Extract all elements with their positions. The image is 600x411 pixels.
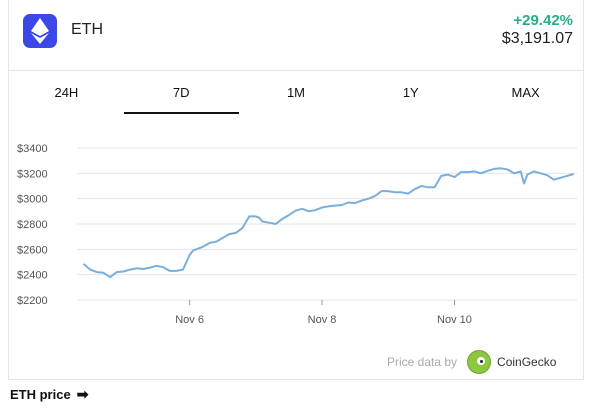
footer-label: ETH price — [10, 387, 71, 402]
x-tick-label: Nov 8 — [308, 314, 337, 326]
ethereum-logo-icon — [23, 14, 57, 48]
tab-1y[interactable]: 1Y — [402, 85, 419, 100]
arrow-right-icon: ➡ — [76, 386, 89, 402]
x-tick-label: Nov 10 — [437, 314, 472, 326]
y-tick-label: $2800 — [17, 219, 48, 231]
time-range-tabs: 24H 7D 1M 1Y MAX — [9, 70, 583, 116]
y-tick-label: $3400 — [17, 143, 48, 155]
tab-max[interactable]: MAX — [511, 85, 540, 100]
y-tick-label: $2200 — [17, 295, 48, 307]
y-tick-label: $3200 — [17, 168, 48, 180]
price-change: +29.42% — [513, 12, 573, 29]
tab-24h[interactable]: 24H — [54, 85, 79, 100]
price-series-line — [82, 167, 574, 279]
price-chart: $3400 $3200 $3000 $2800 $2600 $2400 $2200 Nov 6… — [17, 143, 577, 326]
y-tick-label: $2400 — [17, 270, 48, 282]
credit-provider[interactable]: CoinGecko — [497, 355, 557, 369]
price-data-credit: Price data by CoinGecko — [387, 350, 556, 374]
eth-price-link[interactable]: ETH price ➡ — [10, 386, 88, 403]
credit-label: Price data by — [387, 355, 458, 369]
tab-1m[interactable]: 1M — [286, 85, 306, 100]
y-tick-label: $3000 — [17, 194, 48, 206]
coingecko-logo-icon — [467, 350, 492, 374]
y-tick-label: $2600 — [17, 244, 48, 256]
tab-7d[interactable]: 7D — [123, 70, 239, 116]
x-tick-label: Nov 6 — [175, 314, 204, 326]
current-price: $3,191.07 — [501, 30, 573, 47]
card-header: ETH +29.42% $3,191.07 — [9, 0, 583, 71]
price-card: ETH +29.42% $3,191.07 24H 7D 1M 1Y MAX $… — [8, 0, 584, 380]
coin-symbol: ETH — [71, 21, 103, 38]
